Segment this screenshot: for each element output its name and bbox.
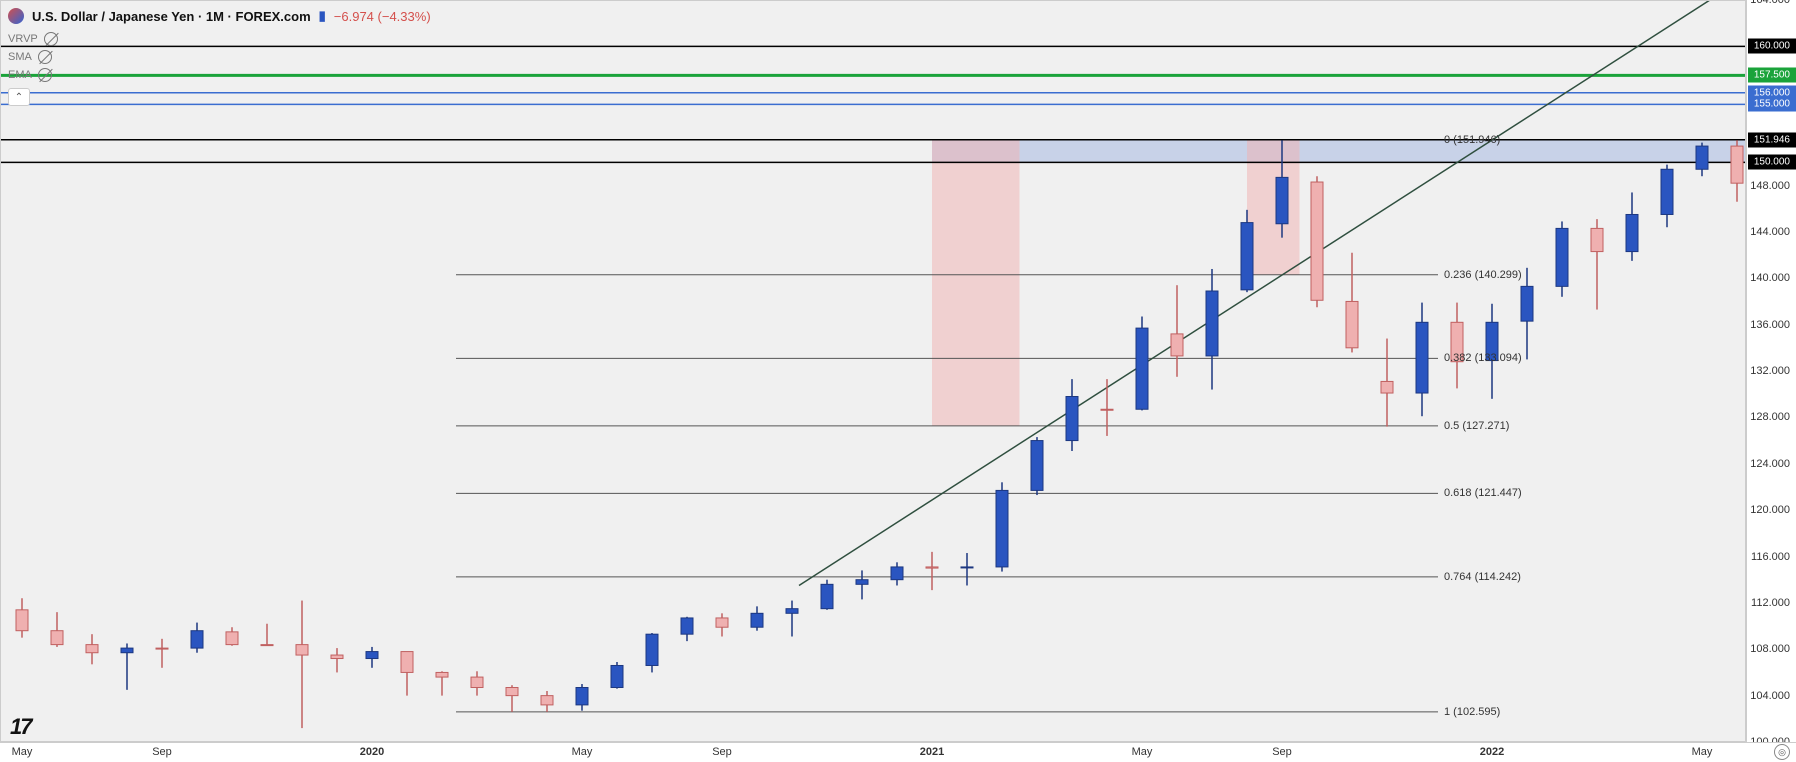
price-change: −6.974 (−4.33%) <box>334 9 431 24</box>
fib-label: 0.236 (140.299) <box>1444 269 1522 281</box>
y-tick: 104.000 <box>1750 690 1790 702</box>
time-axis[interactable]: MaySep2020MaySep2021MaySep2022MaySep2023… <box>0 742 1796 762</box>
indicator-ema[interactable]: EMA <box>8 66 58 84</box>
fib-label: 0.5 (127.271) <box>1444 420 1509 432</box>
x-tick: May <box>12 746 33 758</box>
symbol-title[interactable]: U.S. Dollar / Japanese Yen · 1M · FOREX.… <box>32 9 311 24</box>
indicator-sma[interactable]: SMA <box>8 48 58 66</box>
x-tick: 2020 <box>360 746 384 758</box>
x-tick: Sep <box>1272 746 1292 758</box>
y-tick: 116.000 <box>1751 551 1790 563</box>
y-tick: 144.000 <box>1750 226 1790 238</box>
price-label: 155.000 <box>1748 97 1796 112</box>
x-tick: May <box>1692 746 1713 758</box>
y-tick: 164.000 <box>1750 0 1790 6</box>
fib-label: 0.382 (133.094) <box>1444 352 1522 364</box>
tradingview-logo-icon: 17 <box>10 714 30 740</box>
y-tick: 136.000 <box>1750 319 1790 331</box>
fib-label: 0.764 (114.242) <box>1444 571 1521 583</box>
visibility-toggle-icon[interactable] <box>38 50 52 64</box>
indicator-list: VRVPSMAEMA <box>8 30 58 84</box>
y-tick: 124.000 <box>1750 458 1790 470</box>
price-chart[interactable] <box>0 0 1796 742</box>
candle-icon: ▮ <box>319 8 326 24</box>
price-label: 151.946 <box>1748 132 1796 147</box>
fib-label: 1 (102.595) <box>1444 706 1500 718</box>
goto-date-button[interactable]: ◎ <box>1774 744 1790 760</box>
price-label: 150.000 <box>1748 155 1796 170</box>
y-tick: 112.000 <box>1751 597 1790 609</box>
x-tick: Sep <box>152 746 172 758</box>
x-tick: May <box>1132 746 1153 758</box>
y-tick: 132.000 <box>1750 365 1790 377</box>
x-tick: May <box>572 746 593 758</box>
forex-logo-icon <box>8 8 24 24</box>
visibility-toggle-icon[interactable] <box>44 32 58 46</box>
fib-label: 0.618 (121.447) <box>1444 487 1522 499</box>
visibility-toggle-icon[interactable] <box>38 68 52 82</box>
y-tick: 140.000 <box>1750 272 1790 284</box>
y-tick: 120.000 <box>1750 504 1790 516</box>
price-label: 160.000 <box>1748 39 1796 54</box>
indicator-vrvp[interactable]: VRVP <box>8 30 58 48</box>
price-label: 157.500 <box>1748 68 1796 83</box>
chart-header: U.S. Dollar / Japanese Yen · 1M · FOREX.… <box>8 8 431 24</box>
chart-container: U.S. Dollar / Japanese Yen · 1M · FOREX.… <box>0 0 1796 762</box>
collapse-indicators-button[interactable]: ⌃ <box>8 88 30 106</box>
y-tick: 108.000 <box>1750 643 1790 655</box>
x-tick: 2021 <box>920 746 944 758</box>
x-tick: 2022 <box>1480 746 1504 758</box>
y-tick: 148.000 <box>1750 180 1790 192</box>
x-tick: Sep <box>712 746 732 758</box>
y-tick: 128.000 <box>1750 411 1790 423</box>
fib-label: 0 (151.946) <box>1444 134 1500 146</box>
